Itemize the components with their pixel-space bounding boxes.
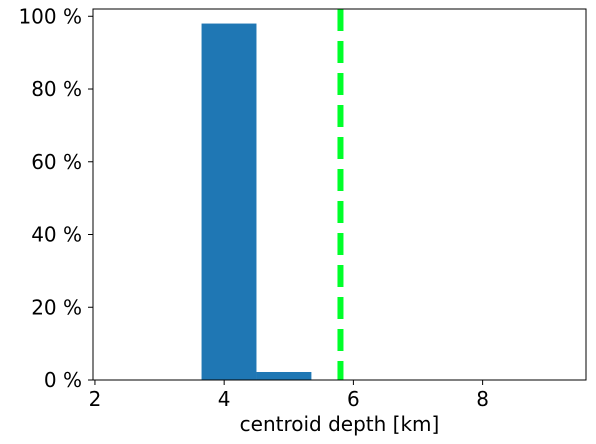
y-tick-label: 0 % (44, 368, 82, 392)
y-tick-label: 40 % (31, 223, 82, 247)
axes-frame (92, 8, 587, 381)
histogram-bar-0 (201, 23, 257, 381)
x-tick-label: 4 (218, 387, 231, 411)
y-tick-label: 20 % (31, 295, 82, 319)
histogram-bar-1 (256, 371, 312, 380)
x-axis-label: centroid depth [km] (240, 412, 440, 436)
bars-group (201, 23, 312, 381)
y-tick-label: 100 % (18, 4, 82, 28)
y-tick-label: 80 % (31, 77, 82, 101)
x-tick-label: 2 (89, 387, 102, 411)
y-tick-label: 60 % (31, 150, 82, 174)
x-axis-ticks: 2 4 6 8 (89, 380, 489, 411)
y-axis-ticks: 0 % 20 % 40 % 60 % 80 % 100 % (18, 4, 93, 392)
x-tick-label: 8 (476, 387, 489, 411)
x-tick-label: 6 (347, 387, 360, 411)
